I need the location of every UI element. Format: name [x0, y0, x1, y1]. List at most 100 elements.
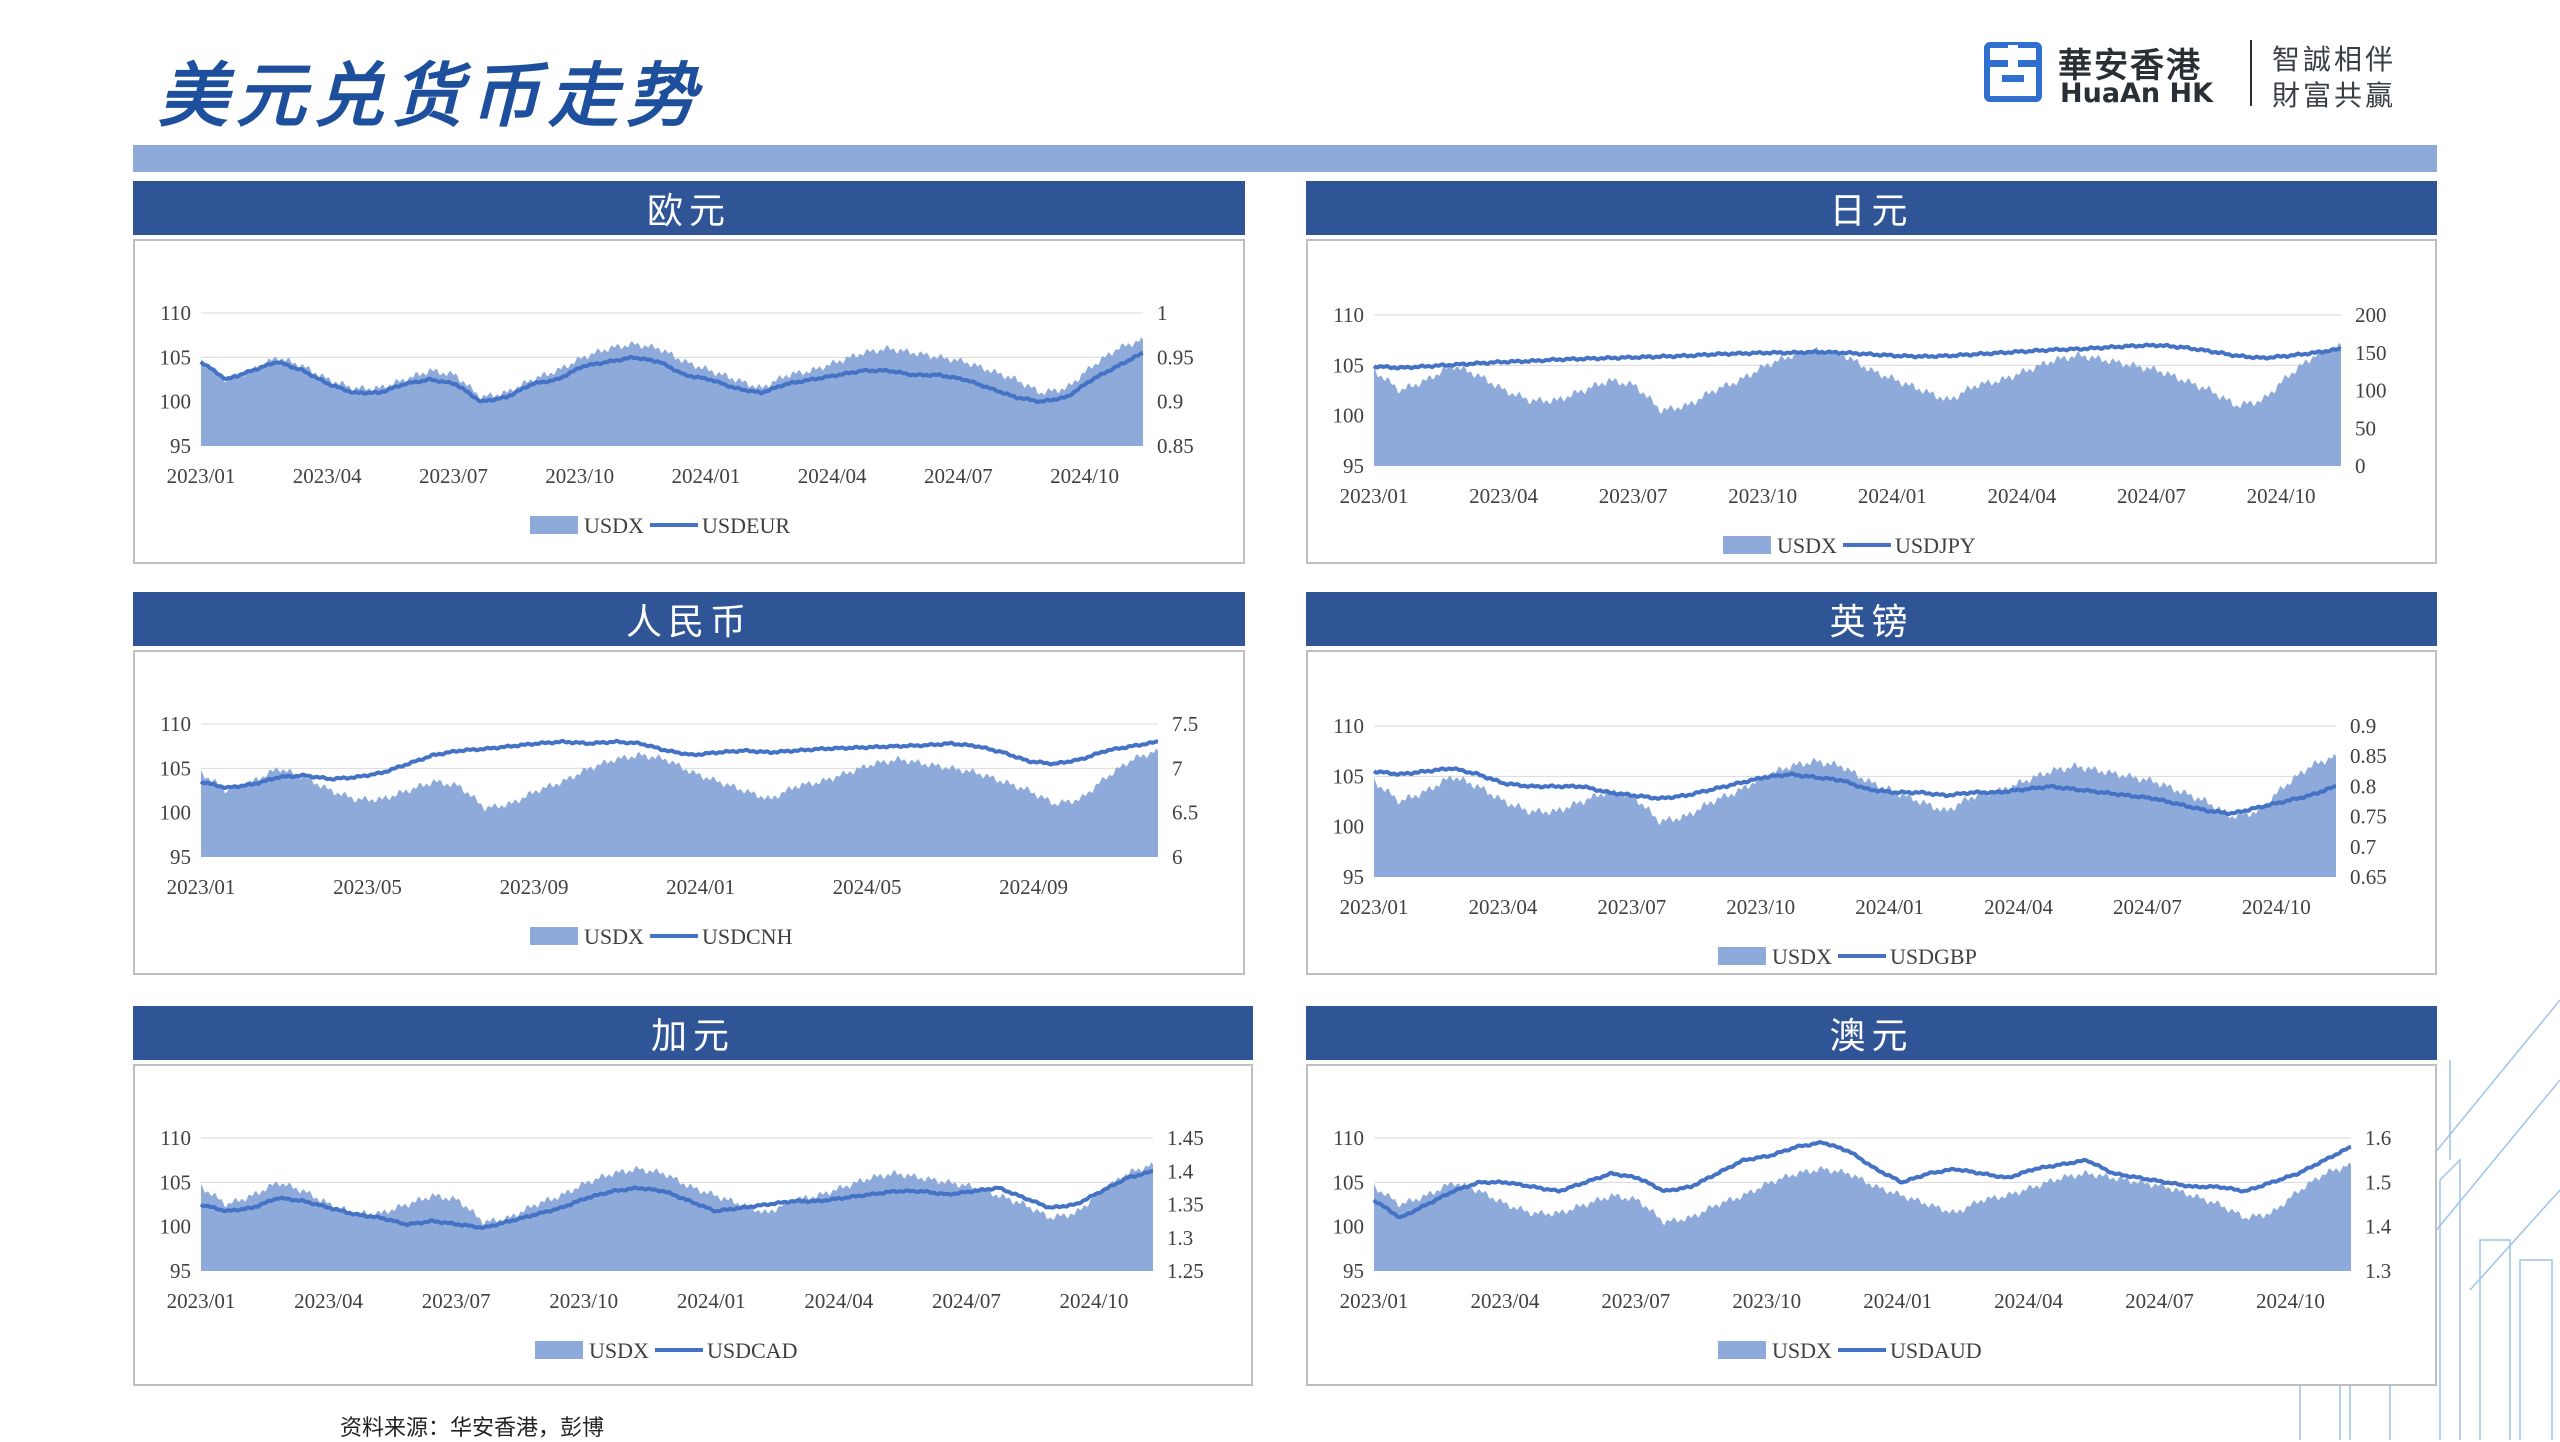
y-right-tick-label: 0.9 [2350, 714, 2376, 738]
y-right-tick-label: 1.5 [2365, 1170, 2391, 1194]
panel-title: 澳元 [1306, 1006, 2437, 1060]
x-tick-label: 2023/10 [549, 1289, 618, 1313]
x-tick-label: 2024/01 [666, 875, 735, 899]
y-left-tick-label: 105 [160, 1170, 192, 1194]
panel-title: 欧元 [133, 181, 1245, 235]
x-tick-label: 2023/10 [1726, 895, 1795, 919]
x-tick-label: 2023/04 [293, 464, 362, 488]
y-right-tick-label: 1.3 [1167, 1226, 1193, 1250]
legend: USDX USDCAD [535, 1338, 797, 1363]
panel-title: 日元 [1306, 181, 2437, 235]
x-tick-label: 2024/10 [2256, 1289, 2325, 1313]
y-left-tick-label: 100 [1333, 404, 1365, 428]
series-area-usdx [1374, 1162, 2351, 1271]
y-right-tick-label: 7.5 [1172, 712, 1198, 736]
legend: USDX USDCNH [530, 924, 793, 949]
logo-slogan-2: 財富共贏 [2272, 79, 2397, 112]
legend-swatch-area [535, 1341, 583, 1359]
y-right-tick-label: 1.6 [2365, 1126, 2391, 1150]
y-left-tick-label: 95 [1343, 865, 1364, 889]
series-area-usdx [1374, 753, 2336, 877]
legend: USDX USDEUR [530, 513, 790, 538]
legend-label: USDX [584, 513, 644, 538]
x-tick-label: 2024/10 [2247, 484, 2316, 508]
y-right-tick-label: 100 [2355, 379, 2387, 403]
logo-divider [2250, 40, 2252, 106]
x-tick-label: 2023/07 [1597, 895, 1666, 919]
x-tick-label: 2024/10 [1060, 1289, 1129, 1313]
x-tick-label: 2023/07 [1599, 484, 1668, 508]
series-line-usdgbp [1372, 766, 2337, 817]
chart-box: 110 105 100 95 0.9 0.85 0.8 0.75 0.7 0.65 2023/01 2… [1306, 650, 2437, 975]
x-tick-label: 2024/05 [833, 875, 902, 899]
y-right-tick-label: 150 [2355, 341, 2387, 365]
y-left-tick-label: 100 [160, 1215, 192, 1239]
y-right-tick-label: 6.5 [1172, 801, 1198, 825]
y-left-tick-label: 110 [1333, 714, 1364, 738]
y-left-tick-label: 110 [160, 301, 191, 325]
x-tick-label: 2023/04 [1470, 1289, 1539, 1313]
panel-eur: 欧元 110 105 100 95 1 0.95 0.9 0.85 2023/01 2023/04… [133, 181, 1245, 564]
x-tick-label: 2023/05 [333, 875, 402, 899]
x-tick-label: 2023/04 [294, 1289, 363, 1313]
panel-cnh: 人民币 110 105 100 95 7.5 7 6.5 6 2023/01 2023/05 202… [133, 592, 1245, 975]
y-left-tick-label: 105 [160, 345, 192, 369]
x-tick-label: 2023/01 [167, 1289, 236, 1313]
legend-swatch-area [530, 516, 578, 534]
y-right-tick-label: 6 [1172, 845, 1183, 869]
y-left-tick-label: 105 [1333, 353, 1365, 377]
y-right-tick-label: 0 [2355, 454, 2366, 478]
legend-label: USDGBP [1890, 944, 1977, 969]
panel-aud: 澳元 110 105 100 95 1.6 1.5 1.4 1.3 2023/01 2023/04… [1306, 1006, 2437, 1386]
x-tick-label: 2024/01 [1863, 1289, 1932, 1313]
legend-swatch-area [1723, 536, 1771, 554]
x-tick-label: 2024/07 [2125, 1289, 2194, 1313]
y-right-tick-label: 0.7 [2350, 835, 2376, 859]
chart-box: 110 105 100 95 7.5 7 6.5 6 2023/01 2023/05 2023/09… [133, 650, 1245, 975]
panel-title: 加元 [133, 1006, 1253, 1060]
y-left-tick-label: 95 [170, 434, 191, 458]
legend: USDX USDGBP [1718, 944, 1977, 969]
x-tick-label: 2024/04 [1984, 895, 2053, 919]
legend-swatch-area [1718, 947, 1766, 965]
x-tick-label: 2023/07 [1601, 1289, 1670, 1313]
logo-cn-text: 華安香港 [2058, 46, 2202, 86]
x-tick-label: 2024/10 [2242, 895, 2311, 919]
huaan-logo-icon [1984, 42, 2042, 102]
legend-label: USDJPY [1895, 533, 1976, 558]
x-tick-label: 2024/07 [924, 464, 993, 488]
y-right-tick-label: 0.85 [2350, 744, 2387, 768]
series-area-usdx [1374, 342, 2341, 466]
y-right-tick-label: 1.25 [1167, 1259, 1204, 1283]
y-right-tick-label: 0.8 [2350, 774, 2376, 798]
legend-label: USDAUD [1890, 1338, 1982, 1363]
panel-gbp: 英镑 110 105 100 95 0.9 0.85 0.8 0.75 0.7 0.65 2023/… [1306, 592, 2437, 975]
legend-label: USDEUR [702, 513, 790, 538]
x-tick-label: 2023/10 [1728, 484, 1797, 508]
x-tick-label: 2023/10 [1732, 1289, 1801, 1313]
y-right-tick-label: 50 [2355, 416, 2376, 440]
series-line-usdcad [199, 1169, 1154, 1231]
legend-label: USDX [1772, 1338, 1832, 1363]
x-tick-label: 2023/04 [1468, 895, 1537, 919]
y-left-tick-label: 110 [1333, 1126, 1364, 1150]
y-left-tick-label: 100 [160, 390, 192, 414]
panel-jpy: 日元 110 105 100 95 200 150 100 50 0 2023/01 2023/04… [1306, 181, 2437, 564]
chart-box: 110 105 100 95 200 150 100 50 0 2023/01 2023/04 202… [1306, 239, 2437, 564]
legend-label: USDX [584, 924, 644, 949]
page-title: 美元兑货币走势 [158, 54, 704, 137]
legend-label: USDX [589, 1338, 649, 1363]
x-tick-label: 2024/04 [1994, 1289, 2063, 1313]
x-tick-label: 2024/01 [1855, 895, 1924, 919]
legend-label: USDX [1777, 533, 1837, 558]
y-left-tick-label: 100 [1333, 1215, 1365, 1239]
y-left-tick-label: 105 [1333, 1170, 1365, 1194]
legend-swatch-area [1718, 1341, 1766, 1359]
series-area-usdx [201, 748, 1158, 857]
x-tick-label: 2023/09 [500, 875, 569, 899]
chart-jpy: 110 105 100 95 200 150 100 50 0 2023/01 2023/04 202… [1333, 303, 2387, 558]
x-tick-label: 2024/07 [932, 1289, 1001, 1313]
series-line-usdcnh [199, 738, 1159, 790]
panel-cad: 加元 110 105 100 95 1.45 1.4 1.35 1.3 1.25 2023/01 2… [133, 1006, 1253, 1386]
logo-en-text: HuaAn HK [2060, 78, 2214, 109]
